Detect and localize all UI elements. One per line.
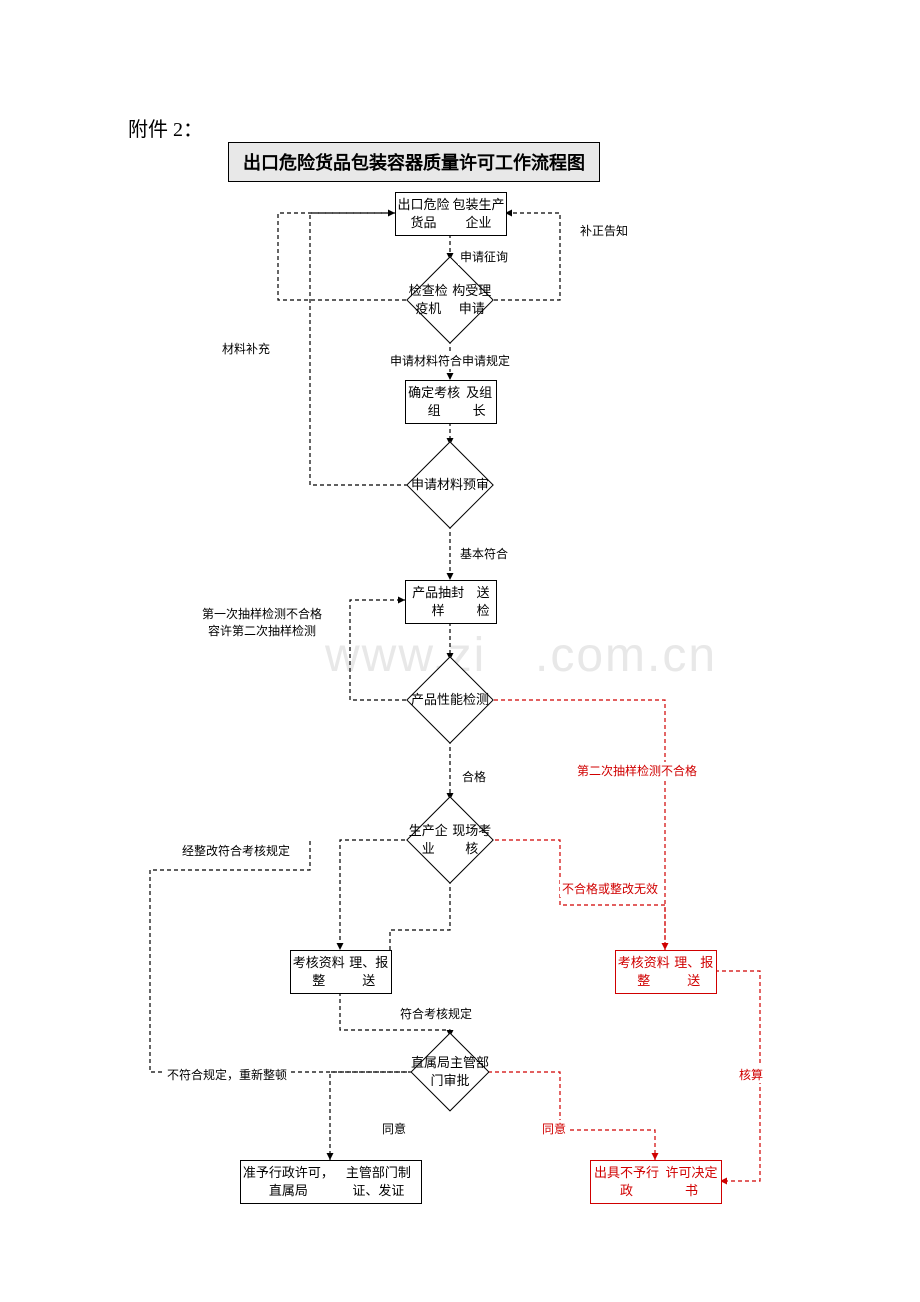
edge-label-l_material: 材料补充 (220, 340, 272, 357)
node-d1: 检查检疫机构受理申请 (419, 269, 481, 331)
edge-label-l_conform: 申请材料符合申请规定 (388, 352, 512, 369)
node-n6: 准予行政许可，直属局主管部门制证、发证 (240, 1160, 422, 1204)
flowchart-title: 出口危险货品包装容器质量许可工作流程图 (228, 142, 600, 182)
edge-label-l_first2: 容许第二次抽样检测 (206, 622, 318, 639)
edge-label-l_second: 第二次抽样检测不合格 (575, 762, 699, 779)
page: www.zi .com.cn 附件 2： 出口危险货品包装容器质量许可工作流程图… (0, 0, 920, 1302)
edge-label-l_pass: 合格 (460, 768, 488, 785)
edge-label-l_agree2: 同意 (540, 1120, 568, 1137)
node-n3: 产品抽封样送检 (405, 580, 497, 624)
edge-label-l_nonc: 不符合规定，重新整顿 (165, 1066, 289, 1083)
edge-label-l_rectify: 经整改符合考核规定 (180, 842, 292, 859)
node-n7: 出具不予行政许可决定书 (590, 1160, 722, 1204)
node-n1: 出口危险货品包装生产企业 (395, 192, 507, 236)
edge-label-l_fail: 不合格或整改无效 (560, 880, 660, 897)
edge-label-l_verify: 核算 (737, 1066, 765, 1083)
node-d3: 产品性能检测 (419, 669, 481, 731)
edge-label-l_agree1: 同意 (380, 1120, 408, 1137)
watermark-right: .com.cn (535, 628, 717, 683)
attachment-label: 附件 2： (128, 113, 203, 142)
edge-label-l_meet: 符合考核规定 (398, 1005, 474, 1022)
node-d2: 申请材料预审 (419, 454, 481, 516)
edge-label-l_basic: 基本符合 (458, 545, 510, 562)
node-n2: 确定考核组及组长 (405, 380, 497, 424)
node-d4: 生产企业现场考核 (419, 809, 481, 871)
node-d5: 直属局主管部门审批 (422, 1044, 478, 1100)
edge-label-l_notify: 补正告知 (578, 222, 630, 239)
node-n5: 考核资料整理、报送 (615, 950, 717, 994)
edge-label-l_apply: 申请征询 (458, 248, 510, 265)
edge-label-l_first: 第一次抽样检测不合格 (200, 605, 324, 622)
node-n4: 考核资料整理、报送 (290, 950, 392, 994)
